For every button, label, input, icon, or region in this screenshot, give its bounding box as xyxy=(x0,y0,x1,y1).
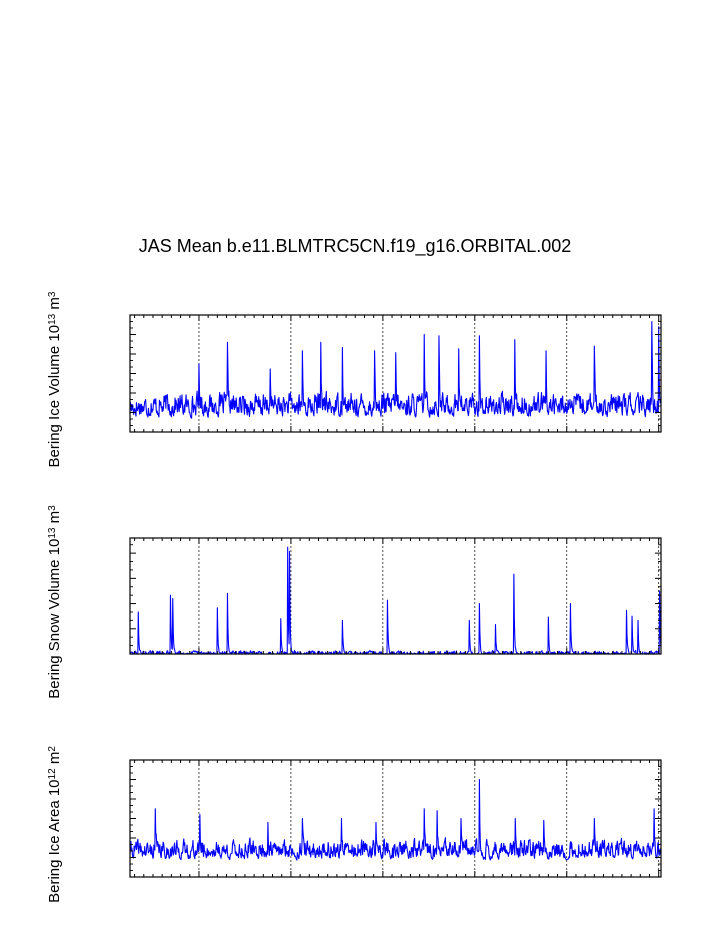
y-label-unit-exponent: 2 xyxy=(47,746,58,752)
y-axis-label: Bering Ice Area 1012 m2 xyxy=(46,746,63,903)
series-line xyxy=(129,320,662,419)
y-label-text: Bering Ice Area 10 xyxy=(46,779,63,902)
y-label-unit: m xyxy=(46,297,63,314)
panel-3: Bering Ice Area 1012 m2 xyxy=(46,746,662,903)
plot-frame xyxy=(129,537,662,655)
y-label-exponent: 12 xyxy=(47,768,58,780)
plot-frame xyxy=(129,759,662,878)
y-label-exponent: 13 xyxy=(47,313,58,325)
y-label-exponent: 13 xyxy=(47,527,58,539)
y-label-text: Bering Snow Volume 10 xyxy=(46,539,63,699)
y-label-text: Bering Ice Volume 10 xyxy=(46,325,63,468)
y-axis-label: Bering Ice Volume 1013 m3 xyxy=(46,291,63,467)
y-axis-label: Bering Snow Volume 1013 m3 xyxy=(46,505,63,699)
chart-title: JAS Mean b.e11.BLMTRC5CN.f19_g16.ORBITAL… xyxy=(139,236,572,257)
y-label-unit-exponent: 3 xyxy=(47,291,58,297)
y-label-unit: m xyxy=(46,511,63,528)
panel-2: Bering Snow Volume 1013 m3 xyxy=(46,505,662,699)
panel-1: Bering Ice Volume 1013 m3 xyxy=(46,291,662,467)
series-line xyxy=(129,778,662,861)
y-label-unit: m xyxy=(46,752,63,769)
series-line xyxy=(129,546,662,655)
y-label-unit-exponent: 3 xyxy=(47,505,58,511)
